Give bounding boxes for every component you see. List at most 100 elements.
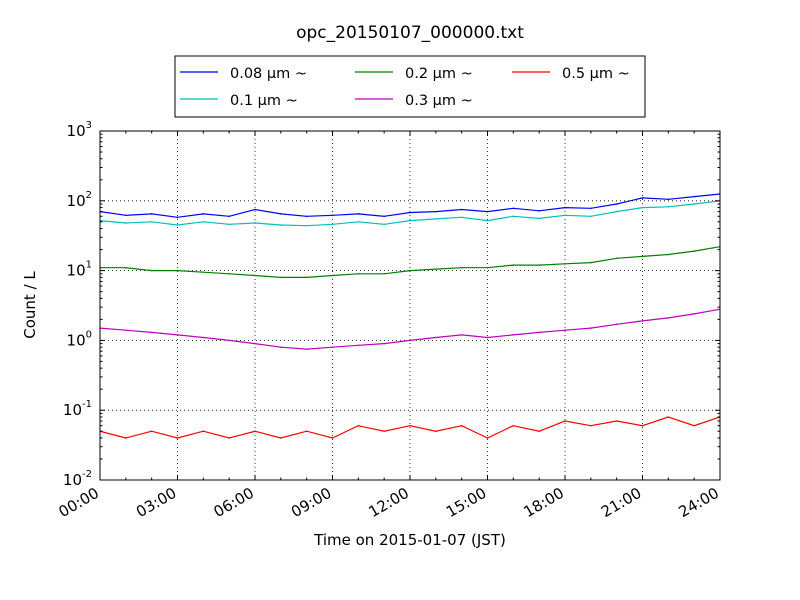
- series-point: [538, 331, 540, 334]
- y-axis-label: Count / L: [21, 271, 39, 339]
- series-point: [512, 424, 515, 427]
- series-point: [486, 336, 489, 339]
- x-axis-label: Time on 2015-01-07 (JST): [313, 531, 506, 549]
- y-tick-label: 103: [67, 120, 92, 140]
- series-point: [280, 213, 282, 215]
- series-point: [228, 339, 230, 342]
- series-point: [125, 214, 127, 217]
- series-point: [280, 437, 282, 439]
- series-point: [383, 272, 385, 275]
- series-point: [228, 437, 230, 439]
- series-point: [538, 430, 540, 433]
- y-tick-label: 10-2: [63, 469, 92, 489]
- series-point: [486, 437, 489, 439]
- series-point: [150, 221, 153, 223]
- series-point: [409, 211, 411, 214]
- series-point: [641, 320, 644, 322]
- series-point: [357, 213, 360, 215]
- series-point: [512, 334, 515, 336]
- series-point: [693, 250, 695, 252]
- grid: [100, 131, 720, 480]
- series-point: [460, 424, 463, 427]
- y-tick-label: 101: [67, 260, 92, 280]
- series-point: [254, 222, 256, 224]
- series-point: [331, 346, 334, 348]
- series-point: [590, 424, 592, 427]
- series-point: [125, 437, 127, 439]
- series-point: [125, 329, 127, 332]
- legend: 0.08 μm ~ 0.1 μm ~ 0.2 μm ~ 0.3 μm ~ 0.5 μm …: [174, 55, 646, 118]
- legend-box: [174, 55, 646, 118]
- series-point: [460, 216, 463, 219]
- legend-entry: 0.08 μm ~: [230, 66, 307, 82]
- series-point: [460, 266, 463, 269]
- series-point: [202, 221, 205, 223]
- series-point: [383, 215, 385, 218]
- series-point: [383, 342, 385, 345]
- series-point: [615, 210, 618, 213]
- series-point: [435, 336, 437, 339]
- series-point: [202, 213, 205, 215]
- series-point: [641, 255, 644, 258]
- series-point: [331, 274, 334, 277]
- series-point: [176, 216, 179, 219]
- series-point: [667, 198, 670, 201]
- series-point: [254, 208, 256, 211]
- series-point: [383, 223, 385, 226]
- series-point: [667, 317, 670, 319]
- series-point: [512, 264, 515, 266]
- series-point: [228, 223, 230, 226]
- series-point: [176, 437, 179, 439]
- series-point: [538, 264, 540, 266]
- series-point: [641, 197, 644, 199]
- y-tick-label: 102: [67, 190, 92, 210]
- series-point: [331, 214, 334, 217]
- series-point: [460, 208, 463, 211]
- y-tick-label: 100: [67, 329, 92, 349]
- series-point: [202, 430, 205, 433]
- series-point: [460, 334, 463, 336]
- series-point: [305, 224, 308, 227]
- series-point: [590, 215, 592, 218]
- series-point: [693, 195, 695, 198]
- axis-ticks: [99, 130, 721, 481]
- series-point: [435, 268, 437, 270]
- legend-entry: 0.2 μm ~: [405, 66, 473, 82]
- chart-title: opc_20150107_000000.txt: [296, 23, 524, 43]
- series-point: [564, 263, 566, 265]
- series-point: [641, 206, 644, 209]
- series-point: [150, 213, 153, 215]
- series-point: [693, 424, 695, 427]
- series-point: [435, 430, 437, 433]
- series-point: [641, 424, 644, 427]
- series-point: [538, 209, 540, 212]
- series-point: [357, 344, 360, 347]
- series-point: [254, 430, 256, 433]
- series-point: [409, 269, 411, 272]
- y-tick-labels: 10-2 10-1 100 101 102 103: [63, 120, 92, 489]
- series-point: [564, 329, 566, 332]
- series-point: [176, 334, 179, 336]
- series-point: [254, 342, 256, 345]
- series-point: [305, 215, 308, 218]
- series-point: [409, 424, 411, 427]
- series-point: [409, 339, 411, 342]
- series-point: [667, 416, 670, 418]
- series-point: [615, 257, 618, 260]
- series-point: [615, 420, 618, 422]
- series-point: [667, 253, 670, 256]
- series-point: [176, 224, 179, 226]
- series-point: [228, 215, 230, 218]
- y-tick-label: 10-1: [63, 399, 92, 419]
- series-point: [409, 219, 411, 222]
- series-point: [305, 276, 308, 279]
- series-point: [590, 327, 592, 329]
- series-point: [564, 206, 566, 209]
- series-point: [357, 424, 360, 427]
- series-point: [280, 224, 282, 226]
- series-point: [667, 206, 670, 208]
- series-point: [150, 331, 153, 334]
- series-point: [331, 223, 334, 226]
- series-point: [150, 430, 153, 433]
